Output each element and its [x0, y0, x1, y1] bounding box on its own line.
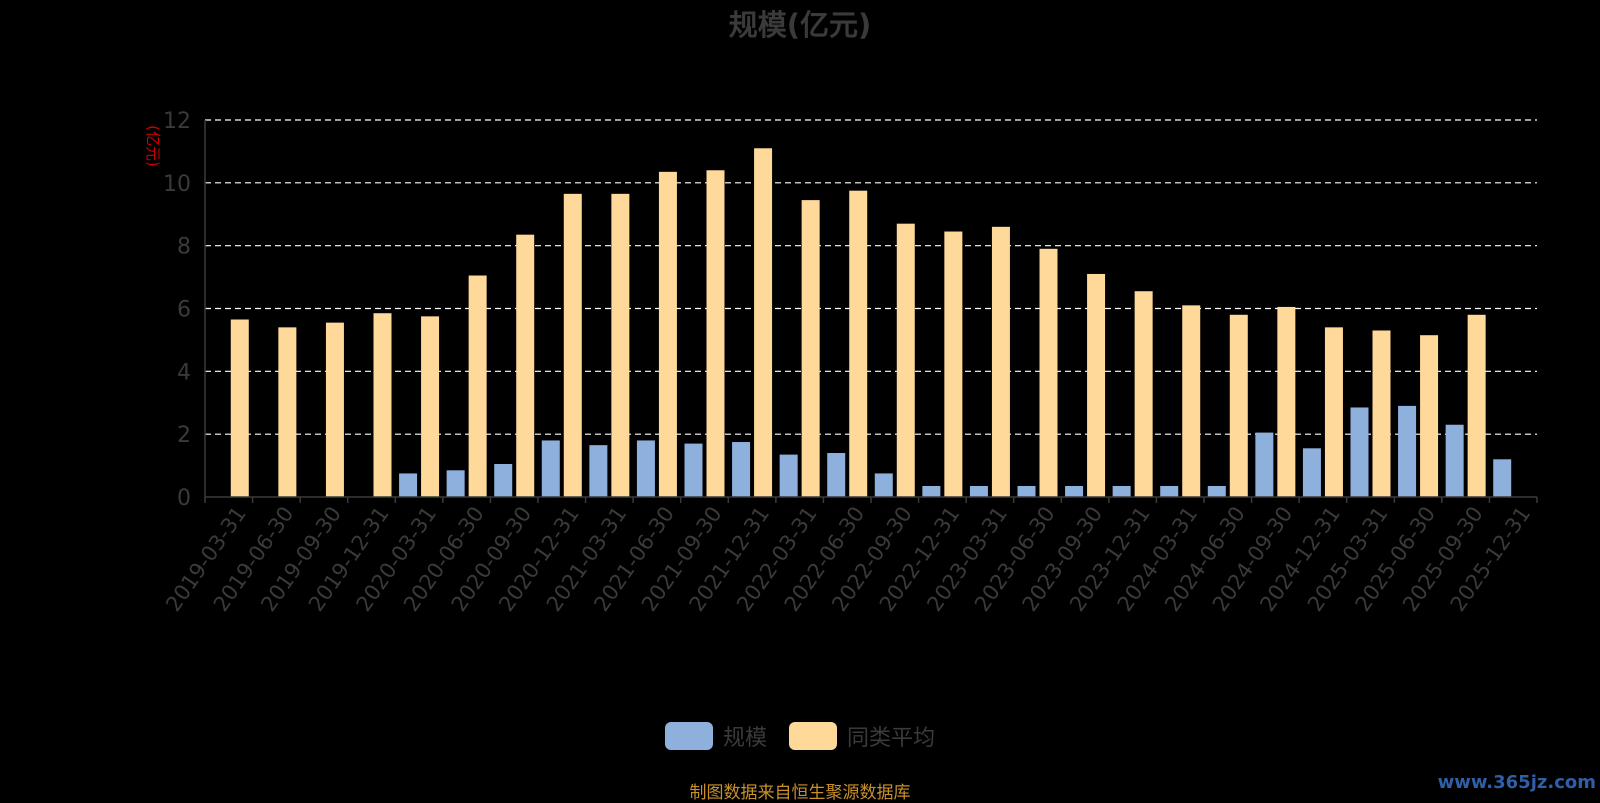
bar-scale[interactable] [1207, 486, 1226, 497]
bar-peer-average[interactable] [373, 313, 392, 497]
bar-scale[interactable] [779, 454, 798, 497]
bar-peer-average[interactable] [1372, 330, 1391, 497]
bar-scale[interactable] [1445, 424, 1464, 497]
bar-peer-average[interactable] [278, 327, 297, 497]
bar-peer-average[interactable] [230, 319, 249, 497]
legend-item-peer-average[interactable]: 同类平均 [789, 720, 935, 752]
bar-peer-average[interactable] [944, 231, 963, 497]
y-tick-label: 4 [177, 360, 191, 385]
bar-peer-average[interactable] [468, 275, 487, 497]
bar-scale[interactable] [1160, 486, 1179, 497]
bar-scale[interactable] [1350, 407, 1369, 497]
bar-peer-average[interactable] [1420, 335, 1439, 497]
y-axis-label: (亿元) [144, 125, 162, 167]
bar-scale[interactable] [446, 470, 465, 497]
y-tick-label: 0 [177, 486, 191, 511]
bar-peer-average[interactable] [1182, 305, 1201, 497]
watermark: www.365jz.com [1437, 772, 1596, 793]
bar-scale[interactable] [636, 440, 655, 497]
bar-scale[interactable] [1493, 459, 1512, 497]
bar-scale[interactable] [922, 486, 941, 497]
bar-peer-average[interactable] [801, 200, 820, 498]
bar-peer-average[interactable] [658, 171, 677, 497]
bar-scale[interactable] [1302, 448, 1321, 497]
bar-scale[interactable] [684, 443, 703, 497]
bar-peer-average[interactable] [849, 190, 868, 497]
bar-scale[interactable] [494, 464, 513, 497]
chart-title: 规模(亿元) [728, 8, 872, 42]
y-tick-label: 2 [177, 423, 191, 448]
bar-scale[interactable] [732, 442, 751, 497]
bar-peer-average[interactable] [1467, 314, 1486, 497]
legend: 规模 同类平均 [0, 720, 1600, 752]
bar-peer-average[interactable] [325, 322, 344, 497]
legend-swatch-scale [664, 722, 713, 750]
bar-peer-average[interactable] [421, 316, 440, 497]
y-tick-label: 12 [163, 109, 191, 134]
bar-peer-average[interactable] [896, 223, 915, 498]
bar-peer-average[interactable] [1039, 248, 1058, 497]
legend-item-scale[interactable]: 规模 [664, 720, 767, 752]
y-tick-label: 10 [163, 172, 191, 197]
bar-scale[interactable] [827, 453, 846, 497]
bar-peer-average[interactable] [516, 234, 535, 497]
bar-peer-average[interactable] [563, 193, 582, 497]
bar-scale[interactable] [969, 486, 988, 497]
bar-scale[interactable] [399, 473, 418, 497]
bars-layer [230, 148, 1512, 498]
bar-peer-average[interactable] [1324, 327, 1343, 497]
bar-scale[interactable] [874, 473, 893, 497]
bar-scale[interactable] [541, 440, 560, 497]
bar-scale[interactable] [1065, 486, 1084, 497]
bar-scale[interactable] [589, 445, 608, 497]
bar-peer-average[interactable] [991, 226, 1010, 498]
bar-peer-average[interactable] [1277, 306, 1296, 497]
legend-swatch-peer-average [789, 722, 837, 750]
y-tick-label: 6 [177, 298, 191, 323]
source-note: 制图数据来自恒生聚源数据库 [689, 783, 911, 803]
bar-scale[interactable] [1112, 486, 1131, 497]
bar-scale[interactable] [1398, 405, 1417, 497]
bar-peer-average[interactable] [1134, 291, 1153, 497]
bar-scale[interactable] [1017, 486, 1036, 497]
bar-peer-average[interactable] [706, 170, 725, 497]
bar-peer-average[interactable] [1087, 273, 1106, 497]
bar-scale[interactable] [1255, 432, 1274, 497]
bar-peer-average[interactable] [611, 193, 630, 497]
legend-label-scale: 规模 [722, 726, 767, 751]
bar-peer-average[interactable] [754, 148, 773, 497]
bar-peer-average[interactable] [1229, 314, 1248, 497]
legend-label-peer-average: 同类平均 [847, 726, 936, 751]
y-tick-label: 8 [177, 235, 191, 260]
